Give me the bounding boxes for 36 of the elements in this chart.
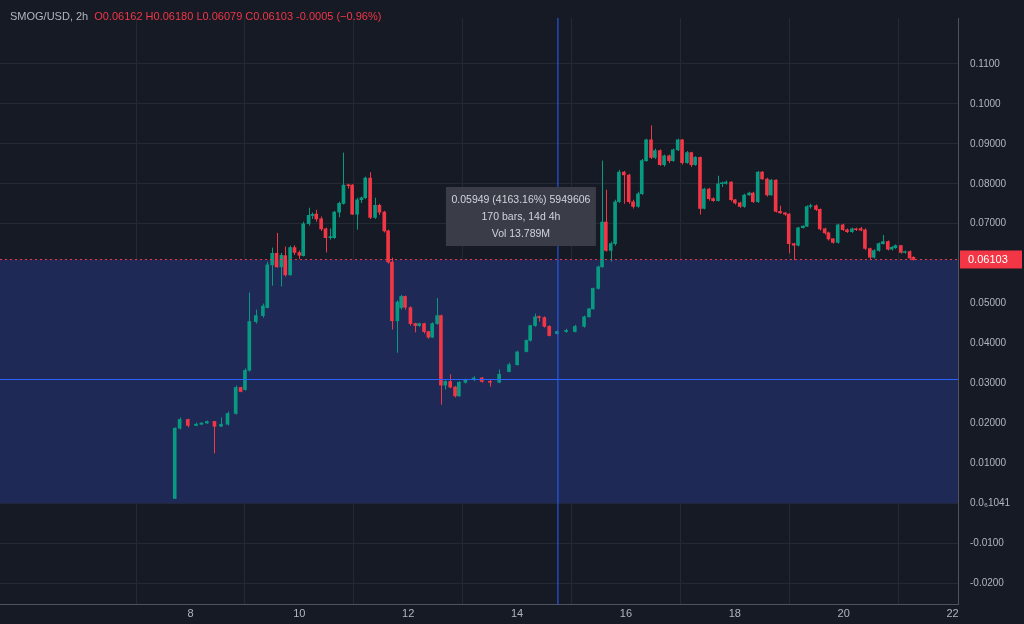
y-tick-label: 0.0₆1041 <box>970 497 1011 509</box>
y-tick-label: 0.05000 <box>970 297 1007 309</box>
chart-title: SMOG/USD, 2h <box>10 10 89 22</box>
x-tick-label: 8 <box>187 607 194 620</box>
y-tick-label: 0.07000 <box>970 217 1007 229</box>
x-tick-label: 18 <box>728 607 741 620</box>
y-tick-label: 0.1100 <box>970 57 1001 69</box>
annotation: 170 bars, 14d 4h <box>481 209 561 222</box>
ref-line-label: 0.06103 <box>968 252 1008 265</box>
candlestick <box>355 197 359 231</box>
x-tick-label: 20 <box>837 607 850 620</box>
x-tick-label: 22 <box>946 607 959 620</box>
y-tick-label: 0.04000 <box>970 337 1007 349</box>
candlestick <box>270 247 274 287</box>
y-tick-label: -0.0200 <box>970 576 1005 588</box>
candlestick <box>649 124 653 160</box>
annotation: 0.05949 (4163.16%) 5949606 <box>451 192 591 205</box>
annotation: Vol 13.789M <box>491 226 551 239</box>
candlestick <box>765 177 769 198</box>
x-tick-label: 16 <box>619 607 633 620</box>
candlestick <box>212 420 217 454</box>
y-tick-label: 0.08000 <box>970 177 1007 189</box>
candlestick <box>363 176 368 200</box>
candlestick <box>716 175 720 202</box>
y-tick-label: 0.03000 <box>970 377 1007 389</box>
x-tick-label: 12 <box>402 607 415 620</box>
y-tick-label: -0.0100 <box>970 537 1005 549</box>
y-tick-label: 0.01000 <box>970 457 1007 469</box>
y-tick-label: 0.02000 <box>970 417 1007 429</box>
candlestick <box>373 197 377 220</box>
annotation: O0.06162 H0.06180 L0.06079 C0.06103 -0.0005 (−0.96%) <box>94 10 382 22</box>
x-tick-label: 10 <box>293 607 306 620</box>
y-tick-label: 0.09000 <box>970 137 1007 149</box>
candlestick <box>729 180 733 202</box>
y-tick-label: 0.1000 <box>970 97 1002 109</box>
x-tick-label: 14 <box>510 607 524 620</box>
